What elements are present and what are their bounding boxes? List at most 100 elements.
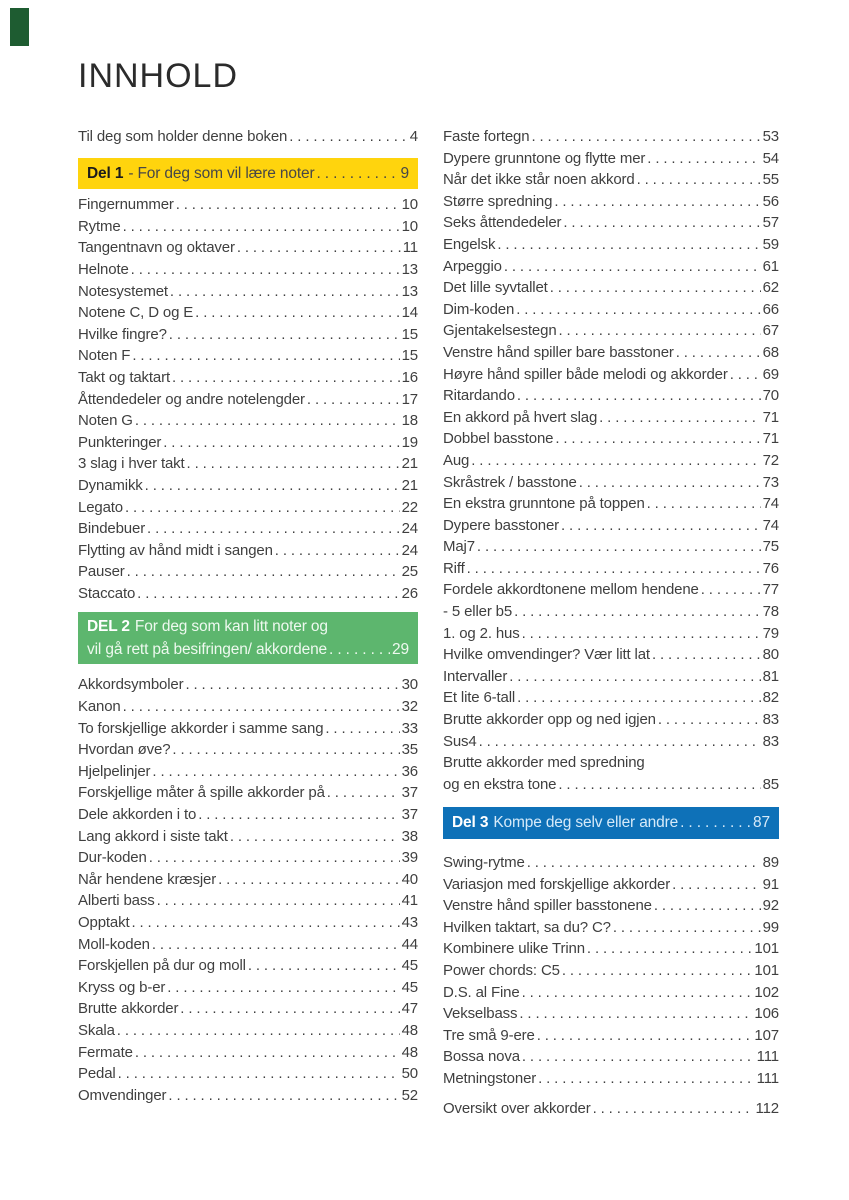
dot-leader	[230, 826, 400, 848]
dot-leader	[497, 234, 760, 256]
dot-leader	[672, 874, 761, 896]
dot-leader	[538, 1068, 755, 1090]
toc-entry-label: Staccato	[78, 584, 136, 602]
toc-entry: Fordele akkordtonene mellom hendene 77	[443, 579, 779, 601]
dot-leader	[176, 194, 400, 216]
toc-entry-label: Intervaller	[443, 667, 508, 685]
toc-entry-label: Skråstrek / basstone	[443, 473, 577, 491]
dot-leader	[170, 281, 400, 303]
toc-entry: Arpeggio 61	[443, 256, 779, 278]
toc-entry-label: Høyre hånd spiller både melodi og akkord…	[443, 365, 728, 383]
toc-entry: Intervaller 81	[443, 666, 779, 688]
toc-entry-label: Forskjellen på dur og moll	[78, 957, 246, 975]
dot-leader	[316, 163, 398, 185]
toc-entry-page: 92	[762, 897, 780, 915]
toc-entry-page: 10	[401, 196, 419, 214]
toc-entry-label: Hvilke omvendinger? Vær litt lat	[443, 646, 650, 664]
toc-entry-page: 25	[401, 563, 419, 581]
toc-entry-label: Helnote	[78, 260, 129, 278]
toc-entry-page: 59	[762, 235, 780, 253]
toc-entry: Ritardando 70	[443, 385, 779, 407]
dot-leader	[307, 389, 400, 411]
toc-entry: Brutte akkorder med spredning	[443, 752, 779, 774]
toc-entry-label: Kombinere ulike Trinn	[443, 940, 585, 958]
dot-leader	[117, 1020, 400, 1042]
toc-entry-label: Akkordsymboler	[78, 676, 184, 694]
toc-entry-page: 13	[401, 260, 419, 278]
toc-entry-page: 85	[762, 775, 780, 793]
toc-entry-page: 21	[401, 455, 419, 473]
toc-entry: En akkord på hvert slag 71	[443, 407, 779, 429]
dot-leader	[131, 259, 400, 281]
toc-entry-page: 61	[762, 257, 780, 275]
toc-entry-label: Forskjellige måter å spille akkorder på	[78, 784, 325, 802]
toc-entry-label: Når det ikke står noen akkord	[443, 171, 635, 189]
toc-entry: Hjelpelinjer 36	[78, 761, 418, 783]
toc-entry-label: Hvilke fingre?	[78, 325, 167, 343]
dot-leader	[522, 623, 761, 645]
toc-entry-label: Noten F	[78, 347, 131, 365]
dot-leader	[516, 299, 760, 321]
toc-entry-label: Variasjon med forskjellige akkorder	[443, 875, 671, 893]
dot-leader	[185, 674, 399, 696]
toc-entry-label: Notene C, D og E	[78, 304, 194, 322]
toc-entry-page: 18	[401, 412, 419, 430]
toc-entry-page: 15	[401, 347, 419, 365]
toc-entry-page: 78	[762, 603, 780, 621]
toc-entry-page: 13	[401, 282, 419, 300]
dot-leader	[676, 342, 761, 364]
toc-entry-label: Dele akkorden i to	[78, 806, 197, 824]
toc-entry-label: Riff	[443, 559, 465, 577]
toc-entry-page: 53	[762, 128, 780, 145]
toc-entry-page: 52	[401, 1086, 419, 1104]
section-header-del3: Del 3 Kompe deg selv eller andre 87	[443, 807, 779, 839]
toc-entry-page: 48	[401, 1043, 419, 1061]
toc-entry-label: Dim-koden	[443, 300, 515, 318]
section-header-del2: DEL 2 For deg som kan litt noter og vil …	[78, 612, 418, 665]
toc-entry: Når det ikke står noen akkord 55	[443, 169, 779, 191]
dot-leader	[218, 869, 400, 891]
toc-entry-page: 72	[762, 451, 780, 469]
toc-entry-label: Seks åttendedeler	[443, 214, 562, 232]
toc-entry: Forskjellen på dur og moll 45	[78, 955, 418, 977]
dot-leader	[637, 169, 761, 191]
toc-entry: Takt og taktart 16	[78, 367, 418, 389]
toc-entry-label: Ritardando	[443, 387, 515, 405]
dot-leader	[730, 364, 761, 386]
toc-entry-page: 111	[756, 1048, 780, 1066]
dot-leader	[647, 493, 761, 515]
section-page: 9	[400, 164, 410, 182]
toc-entry: Hvordan øve? 35	[78, 739, 418, 761]
toc-entry: Notene C, D og E 14	[78, 302, 418, 324]
toc-entry-page: 68	[762, 343, 780, 361]
toc-entry: Pauser 25	[78, 561, 418, 583]
dot-leader	[471, 450, 760, 472]
dot-leader	[248, 955, 400, 977]
dot-leader	[152, 934, 400, 956]
toc-entry: Noten G 18	[78, 410, 418, 432]
toc-entry: Faste fortegn 53	[443, 126, 779, 148]
toc-entry-page: 44	[401, 935, 419, 953]
toc-entry: Variasjon med forskjellige akkorder 91	[443, 874, 779, 896]
toc-entry: Høyre hånd spiller både melodi og akkord…	[443, 364, 779, 386]
page-edge-tab	[10, 8, 29, 46]
toc-column-left: Til deg som holder denne boken 4 Del 1 -…	[78, 126, 418, 1106]
dot-leader	[167, 977, 399, 999]
dot-leader	[587, 938, 753, 960]
toc-entry-intro: Til deg som holder denne boken 4	[78, 126, 418, 148]
toc-entry: Dynamikk 21	[78, 475, 418, 497]
dot-leader	[477, 536, 761, 558]
toc-entry-page: 43	[401, 914, 419, 931]
toc-entry-label: Metningstoner	[443, 1069, 537, 1087]
dot-leader	[169, 324, 400, 346]
toc-entry-label: To forskjellige akkorder i samme sang	[78, 719, 324, 737]
dot-leader	[680, 812, 751, 834]
toc-entry-page: 70	[762, 387, 780, 405]
toc-entry-label: Noten G	[78, 412, 133, 430]
dot-leader	[647, 148, 760, 170]
dot-leader	[652, 644, 761, 666]
toc-entry-label: Tre små 9-ere	[443, 1026, 535, 1044]
toc-entry-label: Oversikt over akkorder	[443, 1099, 591, 1117]
toc-entry-label: Til deg som holder denne boken	[78, 128, 288, 145]
toc-entry-page: 16	[401, 368, 419, 386]
